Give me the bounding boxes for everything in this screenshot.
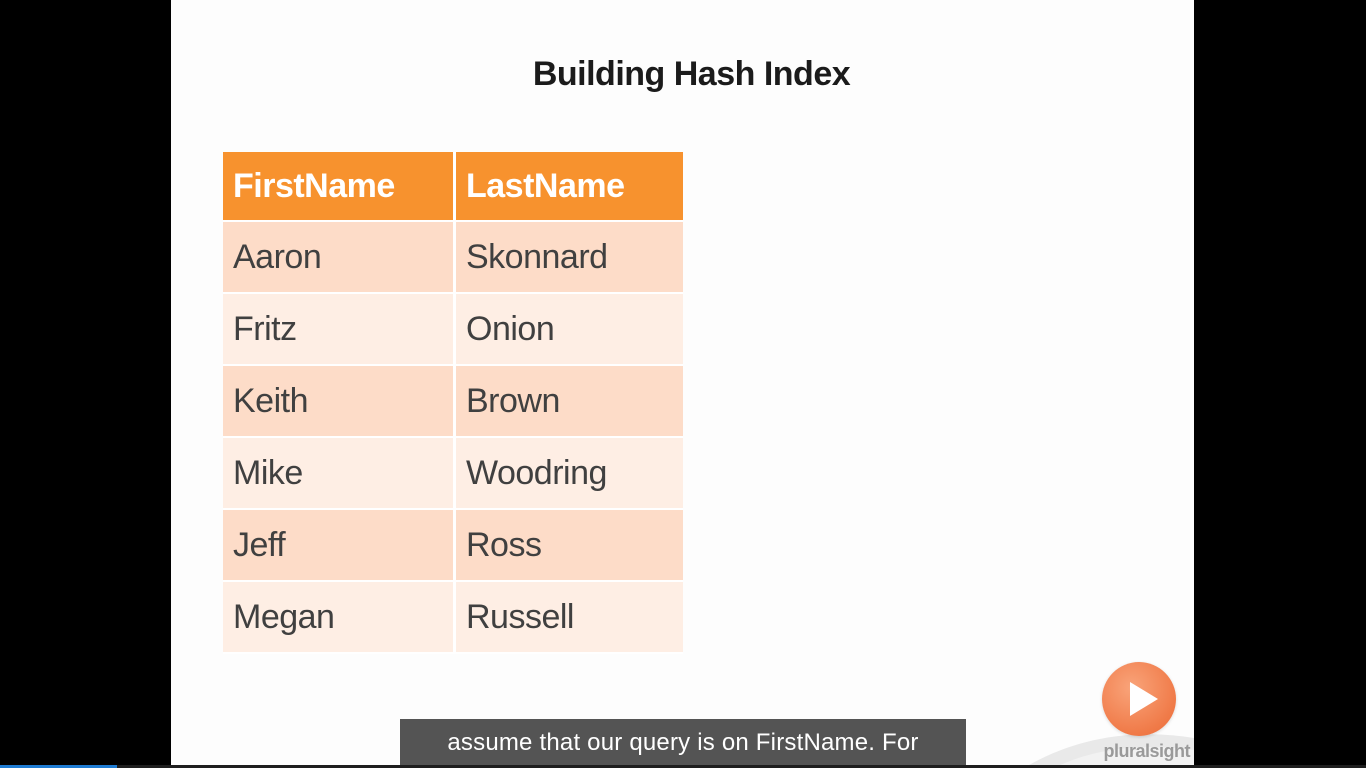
cell-firstname: Fritz bbox=[223, 294, 453, 366]
progress-bar[interactable] bbox=[0, 765, 1366, 768]
cell-firstname: Jeff bbox=[223, 510, 453, 582]
table-row: Mike Woodring bbox=[223, 438, 683, 510]
table-header-row: FirstName LastName bbox=[223, 152, 683, 222]
cell-lastname: Skonnard bbox=[453, 222, 683, 294]
cell-lastname: Russell bbox=[453, 582, 683, 654]
slide-title: Building Hash Index bbox=[532, 55, 851, 93]
progress-fill bbox=[0, 765, 118, 768]
cell-lastname: Woodring bbox=[453, 438, 683, 510]
table-row: Jeff Ross bbox=[223, 510, 683, 582]
cell-firstname: Keith bbox=[223, 366, 453, 438]
column-header-lastname: LastName bbox=[453, 152, 683, 222]
cell-firstname: Megan bbox=[223, 582, 453, 654]
table-row: Keith Brown bbox=[223, 366, 683, 438]
logo-text: pluralsight bbox=[1103, 741, 1190, 761]
table-row: Fritz Onion bbox=[223, 294, 683, 366]
column-header-firstname: FirstName bbox=[223, 152, 453, 222]
cell-lastname: Onion bbox=[453, 294, 683, 366]
cell-firstname: Mike bbox=[223, 438, 453, 510]
cell-lastname: Brown bbox=[453, 366, 683, 438]
table-row: Megan Russell bbox=[223, 582, 683, 654]
logo-swoosh bbox=[1024, 734, 1194, 768]
cell-firstname: Aaron bbox=[223, 222, 453, 294]
names-table: FirstName LastName Aaron Skonnard Fritz … bbox=[223, 152, 683, 654]
play-icon bbox=[1102, 662, 1176, 736]
pluralsight-logo: pluralsight bbox=[1024, 648, 1194, 768]
table-row: Aaron Skonnard bbox=[223, 222, 683, 294]
slide: Building Hash Index FirstName LastName A… bbox=[171, 0, 1194, 768]
subtitle-caption: assume that our query is on FirstName. F… bbox=[400, 719, 966, 766]
cell-lastname: Ross bbox=[453, 510, 683, 582]
